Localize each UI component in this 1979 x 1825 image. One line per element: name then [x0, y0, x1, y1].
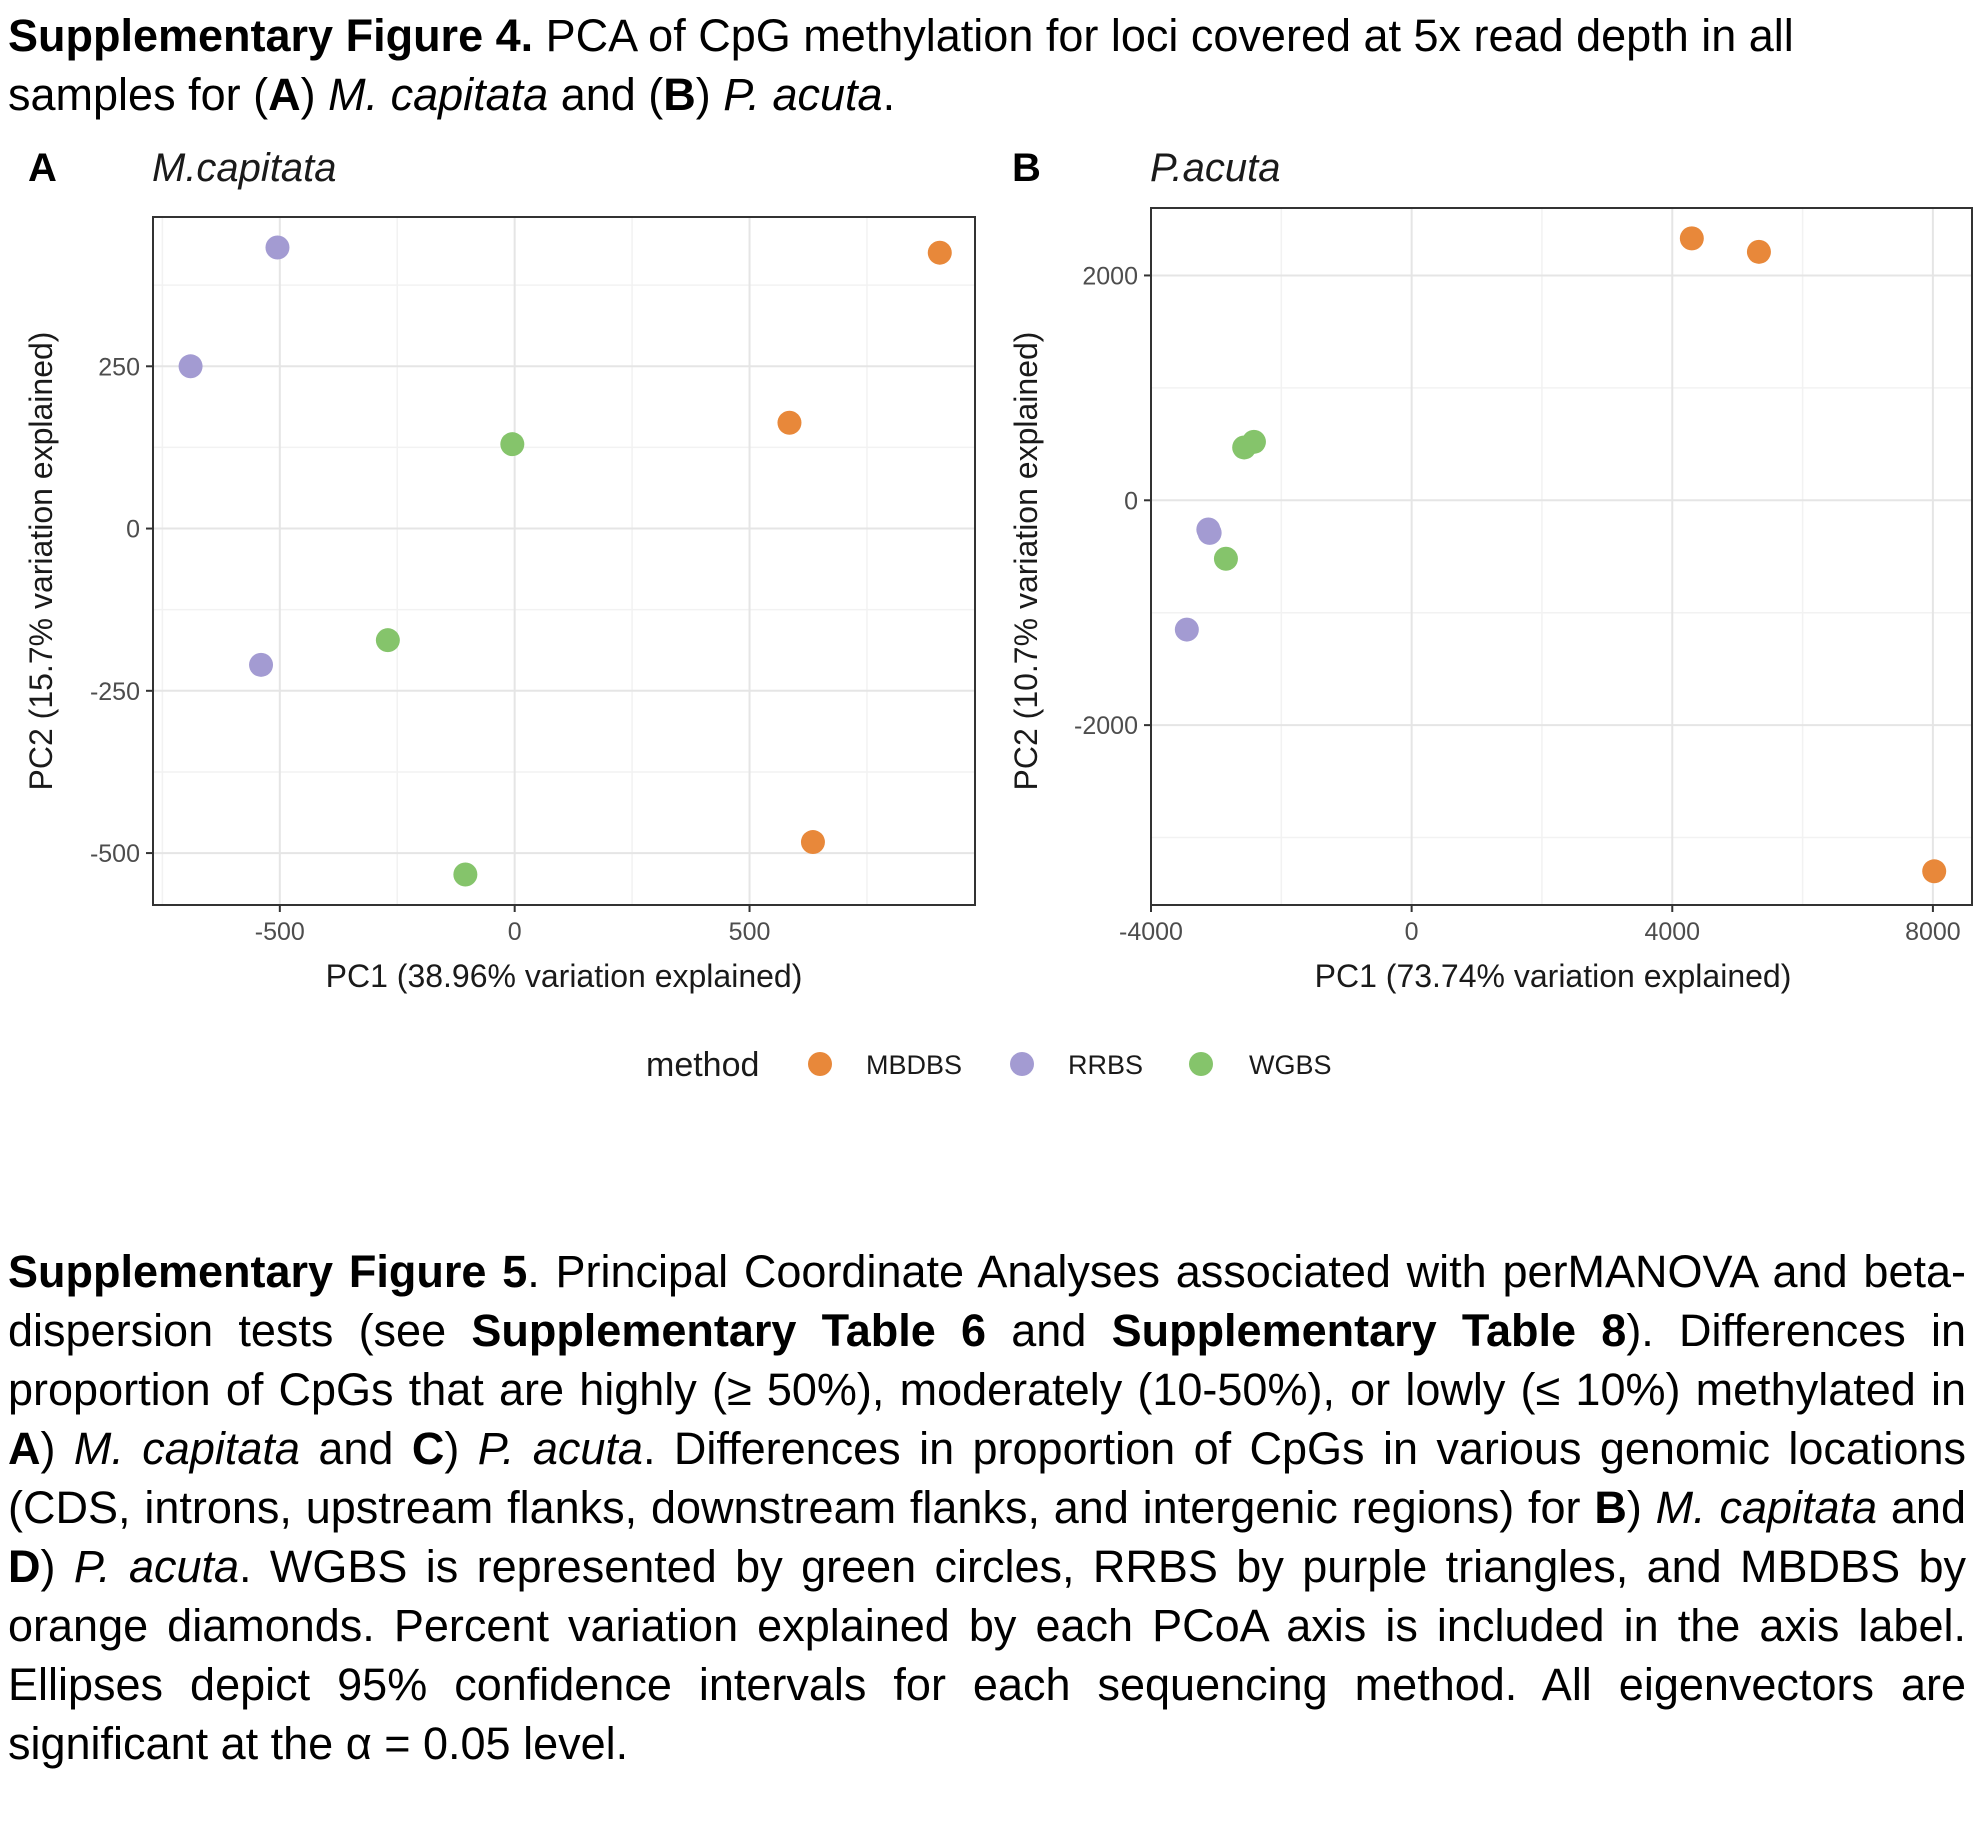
species-name: M. capitata [328, 69, 549, 120]
caption-label: Supplementary Figure 4. [8, 10, 534, 61]
caption-text: ) [1626, 1482, 1656, 1533]
species-name: P. acuta [73, 1541, 240, 1592]
table-ref: Supplementary Table 8 [1111, 1305, 1627, 1356]
data-point-mbdbs [800, 830, 825, 855]
y-axis-label: PC2 (15.7% variation explained) [23, 332, 59, 791]
legend-label: WGBS [1249, 1050, 1332, 1080]
legend: method MBDBS RRBS WGBS [646, 1046, 1332, 1084]
legend-title: method [646, 1046, 759, 1084]
x-tick-label: -4000 [1119, 918, 1183, 946]
plot-border [152, 216, 976, 906]
legend-key-wgbs [1189, 1052, 1213, 1076]
caption-text: ) [695, 69, 724, 120]
caption-text: and ( [548, 69, 664, 120]
species-name: P. acuta [477, 1423, 643, 1474]
x-tick-label: -500 [255, 918, 305, 946]
caption-text: ). Differences in proportion of CpGs tha… [8, 1305, 1967, 1415]
data-point-wgbs [375, 628, 400, 653]
data-point-mbdbs [927, 240, 952, 265]
species-name: M. capitata [1655, 1482, 1878, 1533]
data-point-rrbs [1197, 520, 1222, 545]
panel-title: P.acuta [1150, 146, 1281, 190]
caption-text: ) [40, 1423, 74, 1474]
data-point-rrbs [249, 652, 274, 677]
species-name: M. capitata [73, 1423, 300, 1474]
caption-label: Supplementary Figure 5 [8, 1246, 528, 1297]
caption-text: and [986, 1305, 1112, 1356]
caption-text: . Differences in proportion of CpGs in v… [8, 1423, 1966, 1533]
x-tick-label: 4000 [1644, 918, 1700, 946]
caption-text: . Principal Coordinate Analyses associat… [8, 1246, 1966, 1356]
panel-tag: B [1012, 146, 1041, 190]
data-point-wgbs [500, 432, 525, 457]
x-tick-label: 0 [508, 918, 522, 946]
legend-label: RRBS [1068, 1050, 1143, 1080]
data-point-wgbs [1241, 429, 1266, 454]
y-tick-label: -2000 [1074, 712, 1138, 740]
panel-title: M.capitata [152, 146, 337, 190]
caption-text: ) [40, 1541, 74, 1592]
panel-ref: A [268, 69, 301, 120]
caption-text: and [299, 1423, 412, 1474]
table-ref: Supplementary Table 6 [471, 1305, 987, 1356]
caption-text: and [1877, 1482, 1966, 1533]
x-axis-label: PC1 (73.74% variation explained) [1315, 958, 1792, 994]
data-point-mbdbs [777, 410, 802, 435]
y-tick-label: -250 [90, 678, 140, 706]
panel-ref: A [8, 1423, 41, 1474]
caption-text: . [882, 69, 896, 120]
x-tick-label: 500 [729, 918, 771, 946]
y-tick-label: 0 [1124, 487, 1138, 515]
pca-figure: -500 0 500 -500 -250 0 250 A M.capitata PC1 (38.9… [23, 146, 1973, 1084]
data-point-wgbs [1213, 546, 1238, 571]
data-point-rrbs [178, 354, 203, 379]
plot-border [1150, 207, 1973, 906]
panel-ref: B [1594, 1482, 1627, 1533]
y-tick-label: 250 [98, 353, 140, 381]
figure-4-caption: Supplementary Figure 4. PCA of CpG methy… [8, 6, 1966, 124]
panel-b: -4000 0 4000 8000 -2000 0 2000 B P.acuta PC1 (73.… [1008, 146, 1973, 994]
data-point-rrbs [1174, 617, 1199, 642]
x-axis-label: PC1 (38.96% variation explained) [326, 958, 803, 994]
y-tick-label: 2000 [1082, 262, 1138, 290]
panel-ref: B [663, 69, 696, 120]
x-tick-label: 0 [1405, 918, 1419, 946]
panel-tag: A [28, 146, 57, 190]
caption-text: ) [300, 69, 329, 120]
y-tick-label: -500 [90, 840, 140, 868]
y-axis-label: PC2 (10.7% variation explained) [1008, 332, 1044, 791]
legend-key-mbdbs [808, 1052, 832, 1076]
x-tick-label: 8000 [1905, 918, 1961, 946]
data-point-rrbs [265, 235, 290, 260]
caption-text: PCA of CpG methylation for loci covered … [8, 10, 1794, 120]
panel-ref: C [411, 1423, 445, 1474]
data-point-mbdbs [1922, 859, 1947, 884]
caption-text: ) [444, 1423, 478, 1474]
species-name: P. acuta [723, 69, 883, 120]
legend-label: MBDBS [866, 1050, 962, 1080]
panel-a: -500 0 500 -500 -250 0 250 A M.capitata PC1 (38.9… [23, 146, 976, 994]
y-tick-label: 0 [126, 516, 140, 544]
data-point-mbdbs [1679, 226, 1704, 251]
legend-key-rrbs [1010, 1052, 1034, 1076]
caption-text: . WGBS is represented by green circles, … [8, 1541, 1966, 1769]
panel-ref: D [8, 1541, 41, 1592]
figure-5-caption: Supplementary Figure 5. Principal Coordi… [8, 1242, 1966, 1773]
data-point-mbdbs [1746, 239, 1771, 264]
data-point-wgbs [453, 862, 478, 887]
